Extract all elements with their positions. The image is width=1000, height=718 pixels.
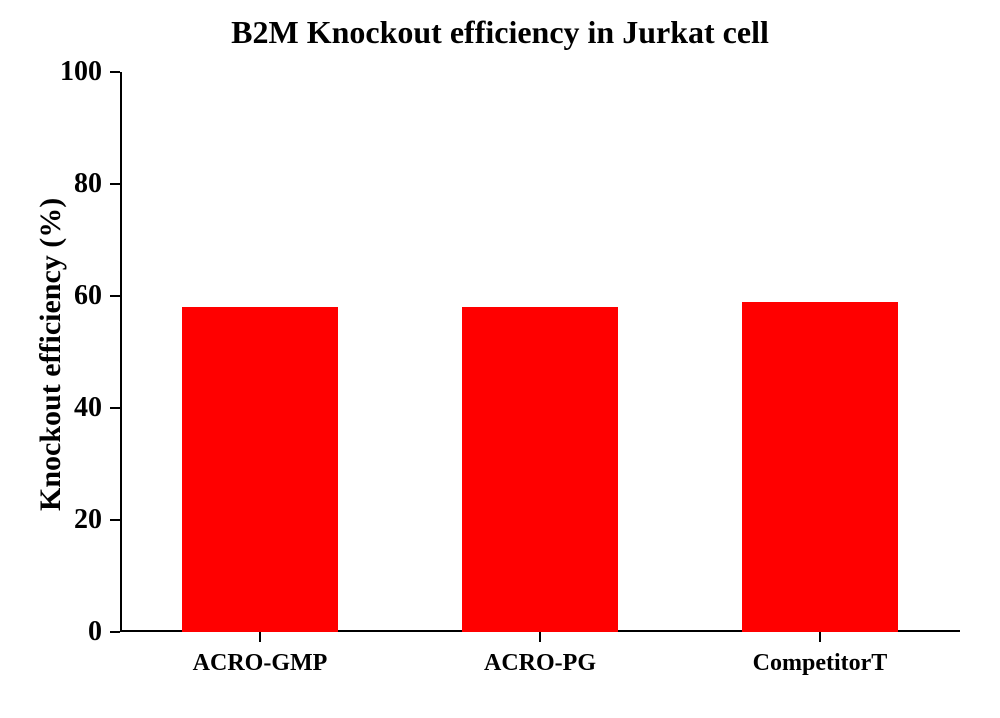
bar xyxy=(182,307,339,632)
y-tick-mark xyxy=(110,295,120,297)
bar xyxy=(462,307,619,632)
y-tick-label: 60 xyxy=(74,280,102,312)
y-tick-label: 0 xyxy=(88,616,102,648)
y-tick-label: 20 xyxy=(74,504,102,536)
plot-area: 020406080100ACRO-GMPACRO-PGCompetitorT xyxy=(120,72,960,632)
y-tick-label: 80 xyxy=(74,168,102,200)
x-tick-label: ACRO-PG xyxy=(484,650,596,677)
y-tick-mark xyxy=(110,183,120,185)
chart-container: B2M Knockout efficiency in Jurkat cell K… xyxy=(0,0,1000,718)
x-tick-mark xyxy=(819,632,821,642)
x-tick-label: CompetitorT xyxy=(753,650,888,677)
y-tick-mark xyxy=(110,71,120,73)
y-tick-label: 100 xyxy=(60,56,102,88)
x-tick-mark xyxy=(259,632,261,642)
y-tick-mark xyxy=(110,519,120,521)
y-axis-line xyxy=(120,72,122,632)
x-tick-label: ACRO-GMP xyxy=(193,650,328,677)
bar xyxy=(742,302,899,632)
y-tick-label: 40 xyxy=(74,392,102,424)
y-tick-mark xyxy=(110,407,120,409)
y-tick-mark xyxy=(110,631,120,633)
chart-title: B2M Knockout efficiency in Jurkat cell xyxy=(0,14,1000,51)
y-axis-label: Knockout efficiency (%) xyxy=(34,197,68,510)
x-tick-mark xyxy=(539,632,541,642)
